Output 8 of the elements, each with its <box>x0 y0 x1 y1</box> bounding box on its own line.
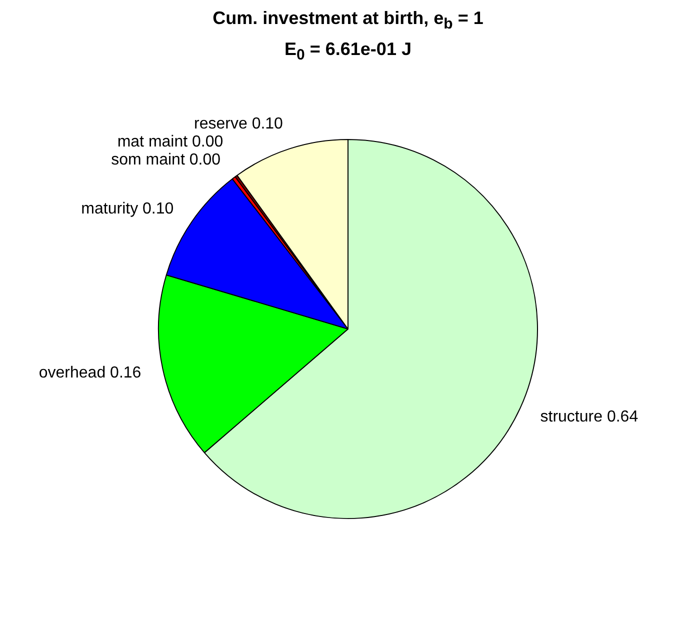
slice-label: overhead 0.16 <box>38 364 142 382</box>
slice-label: structure 0.64 <box>540 408 638 426</box>
slice-label: som maint 0.00 <box>111 152 221 169</box>
slice-label: mat maint 0.00 <box>117 134 224 151</box>
slice-label: maturity 0.10 <box>81 200 174 218</box>
slice-label: reserve 0.10 <box>194 116 284 133</box>
chart-subtitle: E$_{0}$ = 6.61e-01 J <box>284 38 412 64</box>
chart-title: Cum. investment at birth, e$_{b}$ = 1 <box>212 8 484 33</box>
